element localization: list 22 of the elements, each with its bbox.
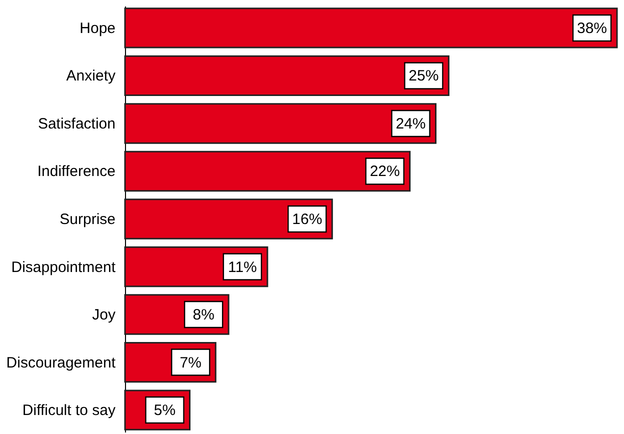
y-tick-label: Disappointment (11, 258, 116, 276)
y-tick-label: Discouragement (6, 354, 116, 372)
bar (124, 55, 450, 96)
bar (124, 8, 618, 48)
data-label: 5% (154, 402, 176, 420)
y-tick-label: Difficult to say (22, 402, 116, 420)
bar (124, 103, 436, 144)
data-label: 22% (370, 163, 400, 180)
data-label: 7% (180, 354, 202, 372)
data-label: 25% (408, 68, 439, 85)
data-label: 8% (192, 306, 214, 324)
y-tick-label: Satisfaction (38, 115, 116, 132)
data-label: 11% (228, 258, 257, 276)
y-tick-label: Surprise (60, 211, 116, 228)
data-label: 16% (292, 211, 322, 228)
data-label: 24% (396, 115, 426, 132)
y-tick-label: Anxiety (66, 68, 116, 85)
y-tick-label: Indifference (37, 163, 116, 180)
y-tick-label: Joy (92, 306, 116, 324)
data-label: 38% (576, 20, 608, 37)
y-tick-label: Hope (80, 20, 116, 37)
bar (124, 150, 411, 192)
